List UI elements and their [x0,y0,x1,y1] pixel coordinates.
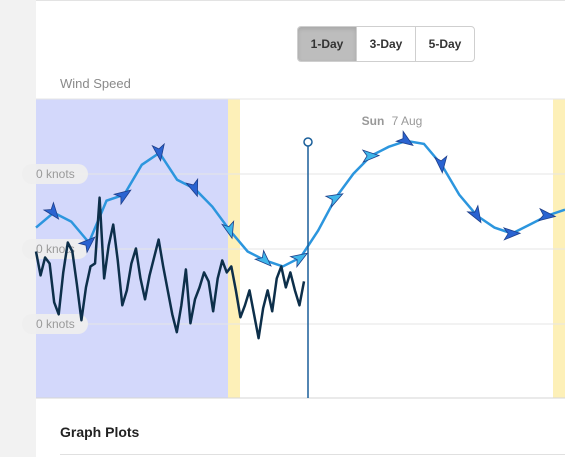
y-tick-label: 0 knots [22,314,88,334]
y-tick-label: 0 knots [22,239,88,259]
day-name: Sun [362,114,385,128]
section-divider [60,454,565,455]
wind-direction-arrow [254,249,272,267]
wind-direction-arrow [151,142,165,162]
now-marker-handle[interactable] [303,137,313,147]
wind-direction-arrow [77,236,96,254]
section-title: Graph Plots [60,424,140,440]
wind-direction-arrow [112,189,132,206]
forecast-series [35,130,565,269]
wind-direction-arrow [361,149,381,163]
wind-direction-arrow [433,155,448,174]
wind-direction-arrow [221,220,235,240]
wind-direction-arrow [324,193,344,208]
top-divider [36,0,565,1]
y-tick-label: 0 knots [22,164,88,184]
range-selector: 1-Day 3-Day 5-Day [297,26,475,62]
wind-direction-arrow [185,177,199,198]
day-label: Sun 7 Aug [362,114,423,128]
range-button-1-day[interactable]: 1-Day [298,27,357,61]
svg-text:0 knots: 0 knots [36,317,75,331]
observed-line [34,196,306,340]
wind-direction-arrow [395,130,414,147]
wind-direction-arrow [42,201,60,220]
observed-series [34,196,306,340]
wind-direction-arrow [289,252,309,269]
range-button-5-day[interactable]: 5-Day [428,37,462,51]
svg-text:0 knots: 0 knots [36,167,75,181]
wind-direction-arrow [502,227,522,241]
day-date: 7 Aug [392,114,423,128]
chart-title: Wind Speed [60,76,131,91]
wind-direction-arrow [466,204,482,224]
range-button-3-day[interactable]: 3-Day [357,27,416,61]
wind-direction-arrow [537,207,557,222]
